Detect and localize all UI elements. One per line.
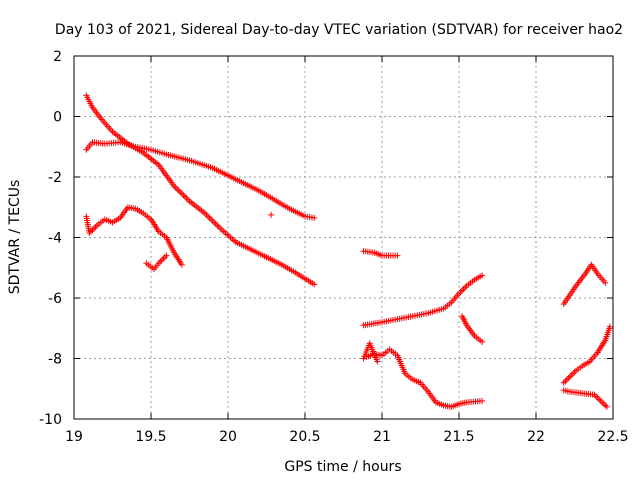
plot-frame — [73, 55, 614, 420]
y-tick-label: 0 — [53, 110, 62, 126]
chart-title: Day 103 of 2021, Sidereal Day-to-day VTE… — [55, 22, 623, 38]
x-tick-labels: 19 19.5 20 20.5 21 21.5 22 22.5 — [65, 429, 629, 445]
x-tick-label: 22.5 — [597, 429, 628, 445]
data-points — [83, 92, 613, 410]
data-point — [268, 211, 275, 218]
x-tick-label: 21 — [373, 429, 391, 445]
data-point — [311, 214, 318, 221]
y-tick-label: -8 — [48, 352, 62, 368]
y-tick-labels: -10 -8 -6 -4 -2 0 2 — [39, 49, 62, 428]
data-point — [479, 338, 486, 345]
x-tick-label: 22 — [527, 429, 545, 445]
x-tick-label: 21.5 — [443, 429, 474, 445]
x-tick-label: 19.5 — [135, 429, 166, 445]
y-tick-label: 2 — [53, 49, 62, 65]
y-tick-label: -10 — [39, 412, 62, 428]
x-tick-label: 20.5 — [289, 429, 320, 445]
data-point — [311, 281, 318, 288]
data-point — [178, 261, 185, 268]
x-tick-label: 19 — [65, 429, 83, 445]
data-point — [374, 358, 381, 365]
y-tick-label: -4 — [48, 231, 62, 247]
data-point — [606, 323, 613, 330]
x-axis-label: GPS time / hours — [284, 459, 401, 475]
y-axis-label: SDTVAR / TECUs — [7, 180, 23, 295]
y-tick-label: -6 — [48, 291, 62, 307]
data-point — [163, 252, 170, 259]
x-tick-label: 20 — [219, 429, 237, 445]
data-point — [394, 252, 401, 259]
data-point — [479, 272, 486, 279]
y-tick-label: -2 — [48, 170, 62, 186]
data-point — [603, 403, 610, 410]
data-point — [479, 397, 486, 404]
data-point — [602, 279, 609, 286]
